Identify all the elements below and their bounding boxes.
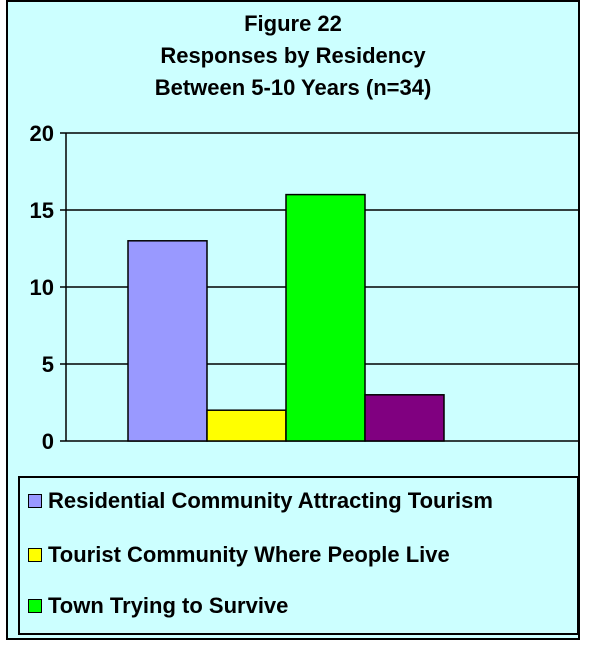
legend-item-1: Residential Community Attracting Tourism [28, 488, 568, 514]
legend: Residential Community Attracting Tourism… [18, 476, 579, 635]
chart-title-line-2: Responses by Residency [160, 43, 426, 68]
legend-swatch-3 [28, 599, 42, 613]
y-tick-label-10: 10 [30, 275, 54, 300]
bar-1 [127, 240, 208, 442]
bar-chart-plot: 0 5 10 15 20 [30, 121, 578, 454]
legend-swatch-1 [28, 494, 42, 508]
y-tick-label-5: 5 [42, 352, 54, 377]
y-tick-label-0: 0 [42, 429, 54, 454]
legend-item-2: Tourist Community Where People Live [28, 542, 568, 568]
chart-title-line-1: Figure 22 [244, 11, 342, 36]
bar-4 [364, 394, 445, 442]
legend-item-3: Town Trying to Survive [28, 593, 568, 619]
chart-title-line-3: Between 5-10 Years (n=34) [154, 75, 432, 100]
bar-3 [285, 193, 366, 442]
legend-label-2: Tourist Community Where People Live [48, 542, 450, 567]
legend-label-1: Residential Community Attracting Tourism [48, 488, 493, 513]
chart-frame: Figure 22 Responses by Residency Between… [6, 0, 580, 640]
bar-2 [206, 409, 287, 442]
y-tick-label-15: 15 [30, 198, 54, 223]
legend-swatch-2 [28, 548, 42, 562]
y-tick-label-20: 20 [30, 121, 54, 146]
legend-label-3: Town Trying to Survive [48, 593, 289, 618]
